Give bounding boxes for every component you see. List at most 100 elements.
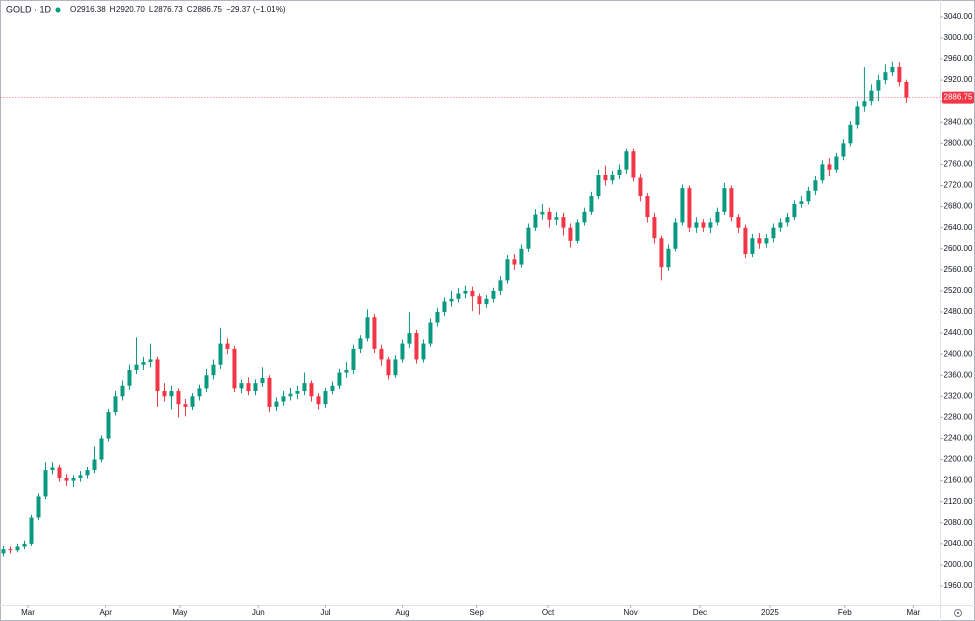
candle-body xyxy=(701,222,706,228)
candle-body xyxy=(456,293,461,299)
candle-body xyxy=(57,467,62,478)
candle-body xyxy=(519,248,524,265)
candle-body xyxy=(813,180,818,191)
candle-body xyxy=(372,317,377,349)
ohlc-key: L xyxy=(149,5,154,14)
y-tick-label: 2840.00 xyxy=(944,117,973,126)
candle-body xyxy=(421,343,426,360)
candle-body xyxy=(344,369,349,373)
candle-body xyxy=(442,301,447,312)
candle-body xyxy=(645,196,650,218)
candle-body xyxy=(820,164,825,181)
y-tick-label: 2120.00 xyxy=(944,497,973,506)
x-tick-label: Feb xyxy=(838,608,852,617)
candle-body xyxy=(393,359,398,376)
candle-body xyxy=(785,217,790,223)
x-tick-label: Apr xyxy=(99,608,112,617)
candle-body xyxy=(225,343,230,349)
candle-body xyxy=(715,211,720,223)
candle-body xyxy=(183,404,188,407)
candle-body xyxy=(750,238,755,255)
candle-body xyxy=(8,549,13,551)
candle-body xyxy=(596,174,601,197)
candle-body xyxy=(652,217,657,239)
candle-body xyxy=(127,369,132,386)
x-tick-label: Mar xyxy=(907,608,921,617)
y-tick-label: 2040.00 xyxy=(944,539,973,548)
candle-body xyxy=(64,477,69,481)
candle-body xyxy=(827,164,832,170)
x-tick-label: Jul xyxy=(320,608,330,617)
candle-body xyxy=(890,66,895,73)
candle-body xyxy=(162,391,167,397)
candle-body xyxy=(708,222,713,228)
candle-body xyxy=(743,227,748,255)
candle-body xyxy=(792,203,797,218)
candle-body xyxy=(729,188,734,218)
y-tick-label: 2760.00 xyxy=(944,160,973,169)
y-tick-label: 2240.00 xyxy=(944,434,973,443)
candle-body xyxy=(218,343,223,365)
y-tick-label: 2400.00 xyxy=(944,349,973,358)
candle-body xyxy=(246,383,251,392)
y-tick-label: 2280.00 xyxy=(944,412,973,421)
candle-body xyxy=(141,362,146,365)
candle-body xyxy=(358,338,363,349)
candle-body xyxy=(736,217,741,228)
candle-body xyxy=(610,174,615,181)
candle-body xyxy=(673,222,678,249)
candle-body xyxy=(1,549,6,554)
candle-body xyxy=(498,280,503,291)
y-tick-label: 2440.00 xyxy=(944,328,973,337)
y-tick-label: 2080.00 xyxy=(944,518,973,527)
candle-body xyxy=(302,383,307,392)
candle-body xyxy=(197,388,202,397)
candle-body xyxy=(323,391,328,405)
y-tick-label: 2320.00 xyxy=(944,391,973,400)
y-tick-label: 2920.00 xyxy=(944,75,973,84)
candle-body xyxy=(470,290,475,297)
settings-core[interactable] xyxy=(956,611,960,615)
candle-body xyxy=(512,259,517,265)
y-tick-label: 2640.00 xyxy=(944,223,973,232)
candle-body xyxy=(491,290,496,299)
x-tick-label: Mar xyxy=(21,608,35,617)
candle-body xyxy=(904,82,909,98)
candle-body xyxy=(631,151,636,178)
x-tick-label: Nov xyxy=(624,608,638,617)
y-tick-label: 2480.00 xyxy=(944,307,973,316)
candle-body xyxy=(477,296,482,305)
candle-body xyxy=(841,143,846,157)
y-tick-label: 2160.00 xyxy=(944,476,973,485)
candle-body xyxy=(575,222,580,241)
y-tick-label: 2520.00 xyxy=(944,286,973,295)
y-tick-label: 2200.00 xyxy=(944,455,973,464)
y-tick-label: 2960.00 xyxy=(944,54,973,63)
plot-area xyxy=(1,61,909,557)
ohlc-value: 2876.73 xyxy=(154,5,183,14)
candle-body xyxy=(526,227,531,249)
candle-body xyxy=(694,222,699,228)
ohlc-value: 2920.70 xyxy=(116,5,145,14)
candle-body xyxy=(771,227,776,239)
settings-icon[interactable] xyxy=(954,609,962,617)
candle-body xyxy=(120,385,125,397)
candle-body xyxy=(638,177,643,197)
candle-body xyxy=(547,211,552,220)
y-tick-label: 3000.00 xyxy=(944,33,973,42)
settings-ring[interactable] xyxy=(954,609,962,617)
candle-body xyxy=(274,401,279,407)
ohlc-key: H xyxy=(110,5,116,14)
change: −29.37 (−1.01%) xyxy=(226,5,286,14)
candle-body xyxy=(190,396,195,407)
candle-body xyxy=(722,188,727,212)
y-tick-label: 2720.00 xyxy=(944,181,973,190)
x-tick-label: Aug xyxy=(395,608,409,617)
y-tick-label: 2360.00 xyxy=(944,370,973,379)
candle-body xyxy=(806,190,811,202)
x-tick-label: Dec xyxy=(693,608,707,617)
candle-body xyxy=(22,543,27,547)
candle-body xyxy=(148,359,153,363)
